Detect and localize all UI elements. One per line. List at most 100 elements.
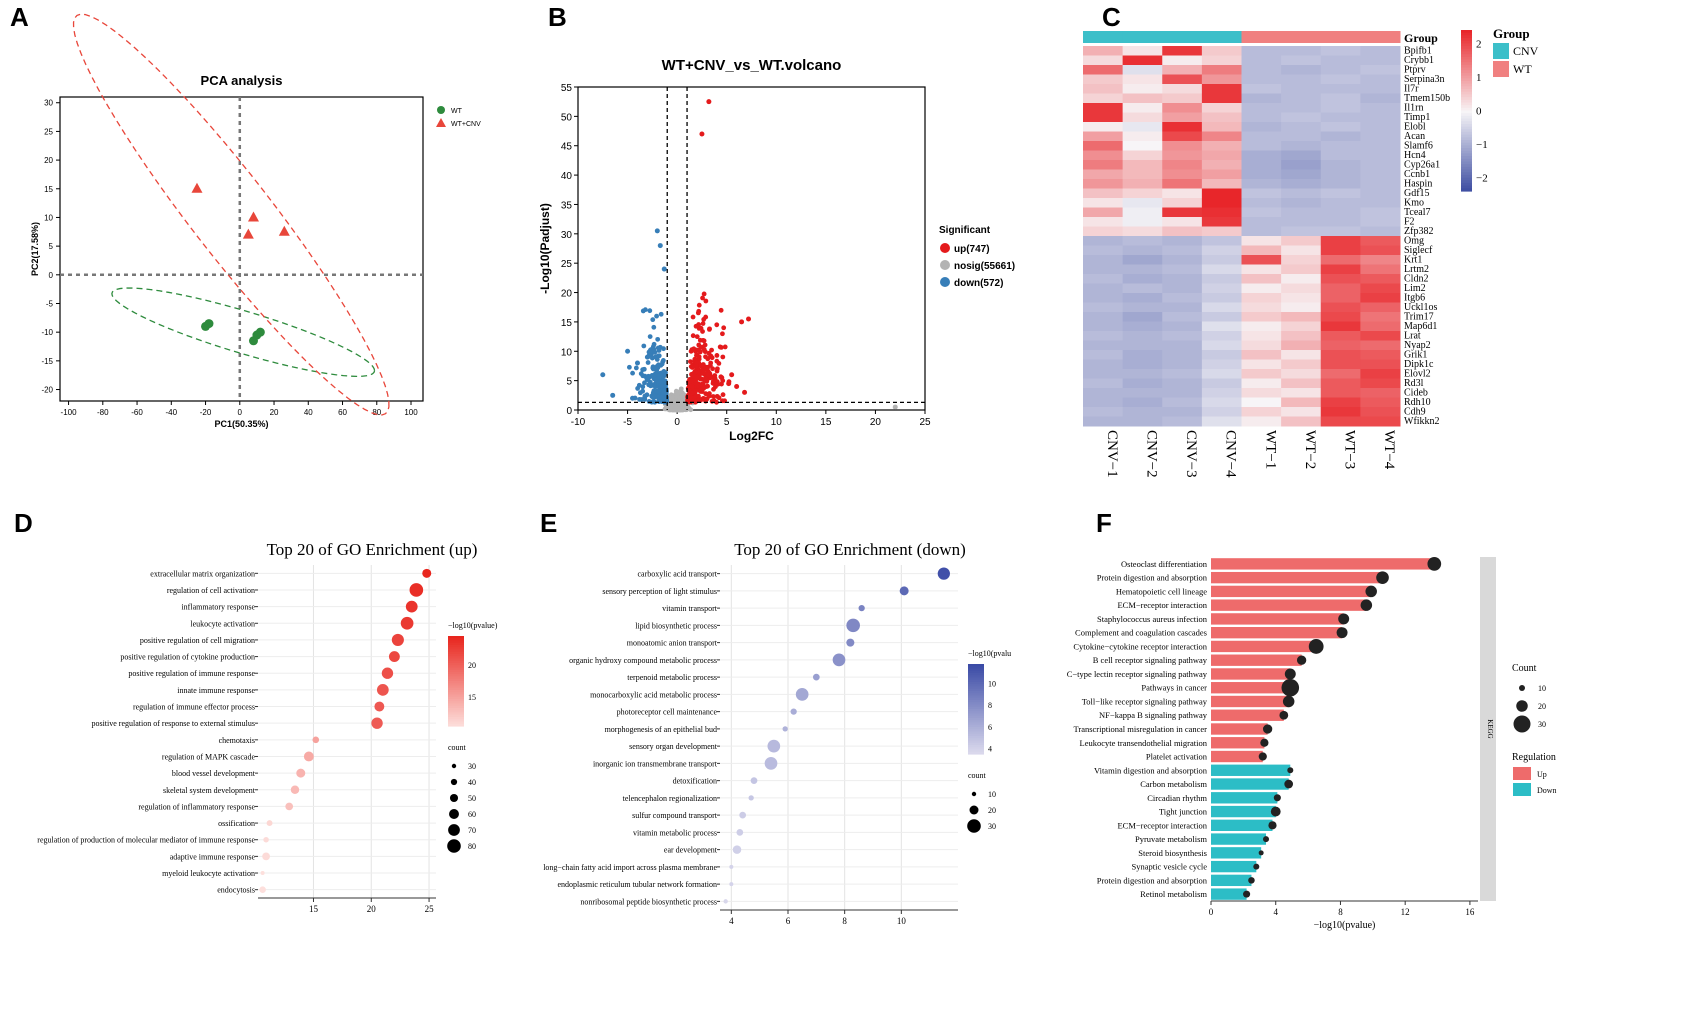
color-legend-step [448,710,464,714]
volcano-point-down [659,383,665,389]
kegg-count-dot [1308,639,1324,654]
volcano-point-up [705,383,710,389]
heatmap-cell [1241,274,1282,284]
color-legend-step [448,660,464,664]
volcano-point-up [714,393,720,399]
heatmap-cell [1281,312,1322,322]
x-tick-label: -60 [131,408,143,417]
heatmap-cell [1281,359,1322,370]
data-point-wt [204,319,214,329]
pathway-label: Leukocyte transendothelial migration [1080,738,1208,748]
y-tick-label: 20 [561,289,573,300]
heatmap-cell [1162,160,1203,170]
heatmap-cell [1122,236,1163,246]
heatmap-cell [1162,302,1203,313]
heatmap-column-label: CNV−1 [1104,430,1120,478]
term-label: terpenoid metabolic process [627,673,717,682]
color-legend-step [968,688,984,692]
kegg-count-dot [1248,877,1255,884]
volcano-point-down [654,313,659,319]
heatmap-cell [1281,293,1322,303]
heatmap-cell [1201,217,1242,227]
heatmap-cell [1122,207,1163,218]
volcano-point-up [696,308,702,314]
color-scale-step [1461,40,1472,45]
pathway-label: B cell receptor signaling pathway [1093,655,1208,665]
color-scale-tick-label: 0 [1476,106,1482,118]
heatmap-cell [1162,55,1203,66]
heatmap-cell [1201,378,1242,389]
heatmap-cell [1122,312,1163,322]
color-scale-step [1461,129,1472,133]
heatmap-cell [1122,84,1163,94]
color-legend-step [448,723,464,727]
volcano-point-up [706,99,712,105]
color-scale-step [1461,91,1472,95]
heatmap-cell [1320,255,1361,265]
panel-letter-b: B [548,2,567,32]
volcano-point-up [686,378,692,384]
heatmap-cell [1083,302,1124,313]
y-tick-label: 45 [561,142,573,153]
color-legend-step [968,718,984,721]
y-tick-label: 15 [561,318,573,329]
heatmap-cell [1162,84,1203,94]
volcano-point-up [708,360,714,366]
heatmap-cell [1162,103,1203,113]
heatmap-row-label: Zfp382 [1404,226,1433,237]
heatmap-cell [1360,236,1401,246]
color-legend-title: −log10(pvalue) [448,621,498,630]
x-axis-label: PC1(50.35%) [214,419,268,429]
color-legend-step [968,697,984,701]
kegg-bar [1211,599,1367,611]
size-legend-dot [967,819,981,833]
panel-letter-a: A [10,2,29,32]
pathway-label: ECM−receptor interaction [1117,820,1207,830]
heatmap-cell [1122,198,1163,208]
heatmap-cell [1162,112,1203,123]
enrichment-dot [405,600,418,613]
heatmap-cell [1083,207,1124,218]
heatmap-cell [1162,169,1203,180]
color-scale-step [1461,180,1472,184]
heatmap-cell [1083,141,1124,151]
heatmap-cell [1320,236,1361,246]
color-scale-step [1461,35,1472,39]
heatmap-cell [1281,255,1322,265]
color-scale-step [1461,142,1472,146]
color-legend-tick: 8 [988,701,992,710]
pathway-label: Protein digestion and absorption [1097,875,1208,885]
pathway-label: Hematopoietic cell lineage [1116,586,1207,596]
color-legend-step [448,647,464,651]
color-legend-tick: 4 [988,745,992,754]
volcano-point-down [626,364,632,370]
group-annotation-cell [1201,31,1242,43]
enrichment-dot [812,673,820,681]
enrichment-dot [400,616,414,630]
color-scale-step [1461,51,1472,55]
pathway-label: Vitamin digestion and absorption [1094,765,1208,775]
volcano-point-up [700,329,705,334]
color-legend-step [448,696,464,700]
color-legend-step [448,674,464,678]
heatmap-cell [1281,397,1322,408]
kegg-count-dot [1258,752,1267,761]
color-legend-step [968,695,984,699]
heatmap-cell [1241,74,1282,85]
heatmap-cell [1122,188,1163,199]
heatmap-cell [1360,122,1401,132]
heatmap-cell [1281,74,1322,85]
heatmap-row-label: Rd3l [1404,378,1424,389]
pathway-label: Protein digestion and absorption [1097,573,1208,583]
enrichment-dot [732,845,742,854]
x-tick-label: -80 [97,408,109,417]
color-legend-step [968,700,984,703]
color-scale-step [1461,89,1472,93]
color-legend-step [968,682,984,685]
heatmap-column-label: CNV−3 [1183,430,1199,478]
color-scale-step [1461,43,1472,47]
heatmap-cell [1201,169,1242,180]
size-legend-label: 10 [988,790,996,799]
size-legend-dot [971,791,977,797]
term-label: adaptive immune response [170,852,256,861]
